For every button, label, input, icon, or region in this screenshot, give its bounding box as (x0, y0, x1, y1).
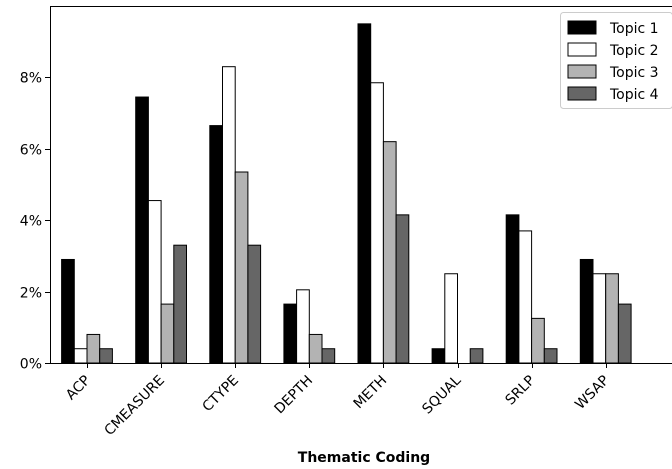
y-tick-label: 6% (20, 143, 42, 159)
legend-label: Topic 3 (609, 65, 659, 81)
bar-topic-2 (370, 82, 384, 364)
legend-label: Topic 4 (609, 87, 659, 103)
legend-label: Topic 2 (609, 43, 659, 59)
bar-topic-3 (160, 303, 175, 364)
bar-topic-2 (592, 273, 607, 364)
x-tick-label: DEPTH (271, 373, 316, 418)
bar-topic-2 (73, 348, 88, 364)
bar-topic-2 (147, 200, 162, 364)
x-tick-label: SRLP (502, 373, 538, 409)
y-axis: 0% 2% 4% 6% 8% (20, 71, 50, 373)
bar-topic-1 (431, 348, 446, 364)
bar-topic-1 (135, 96, 149, 364)
bar-topic-4 (395, 214, 410, 364)
x-tick-label: CTYPE (199, 373, 242, 416)
x-tick-label: CMEASURE (101, 373, 167, 439)
bar-topic-3 (308, 333, 323, 364)
legend-swatch (567, 86, 597, 101)
bar-topic-1 (209, 125, 224, 364)
bar-topic-2 (222, 66, 236, 364)
plot-frame (50, 6, 672, 364)
y-tick-label: 2% (20, 286, 42, 302)
bar-topic-3 (86, 333, 101, 364)
legend-label: Topic 1 (609, 21, 659, 37)
bar-topic-1 (283, 303, 298, 364)
y-tick-label: 4% (20, 214, 42, 230)
x-tick-label: METH (351, 373, 391, 413)
bar-topic-1 (357, 23, 372, 364)
bar-topic-3 (531, 317, 545, 364)
legend-swatch (567, 64, 597, 79)
bar-topic-4 (321, 348, 336, 364)
legend-swatch (567, 20, 597, 35)
x-axis-title: Thematic Coding (298, 450, 430, 466)
legend-box (560, 12, 672, 109)
bar-topic-3 (605, 273, 619, 364)
bar-topic-3 (234, 171, 249, 364)
bar-topic-1 (579, 258, 594, 364)
bar-topic-1 (61, 258, 75, 364)
bar-topic-4 (173, 244, 188, 364)
x-tick-label: SQUAL (419, 372, 464, 417)
y-tick-label: 0% (20, 357, 42, 373)
bars-group (61, 23, 632, 364)
bar-topic-1 (505, 214, 520, 364)
bar-topic-4 (543, 348, 558, 364)
bar-topic-3 (382, 141, 397, 364)
y-tick-label: 8% (20, 71, 42, 87)
bar-topic-4 (469, 348, 484, 364)
legend: Topic 1 Topic 2 Topic 3 Topic 4 (560, 12, 672, 109)
x-tick-label: WSAP (572, 373, 612, 413)
legend-swatch (567, 42, 597, 57)
bar-topic-4 (617, 303, 632, 364)
bar-topic-2 (444, 273, 458, 364)
bar-topic-4 (99, 348, 113, 364)
x-axis: ACP CMEASURE CTYPE DEPTH METH SQUAL SRLP WSAP (63, 363, 613, 439)
bar-topic-2 (518, 230, 533, 364)
bar-topic-2 (296, 289, 310, 364)
bar-topic-4 (247, 244, 262, 364)
x-tick-label: ACP (63, 373, 94, 404)
